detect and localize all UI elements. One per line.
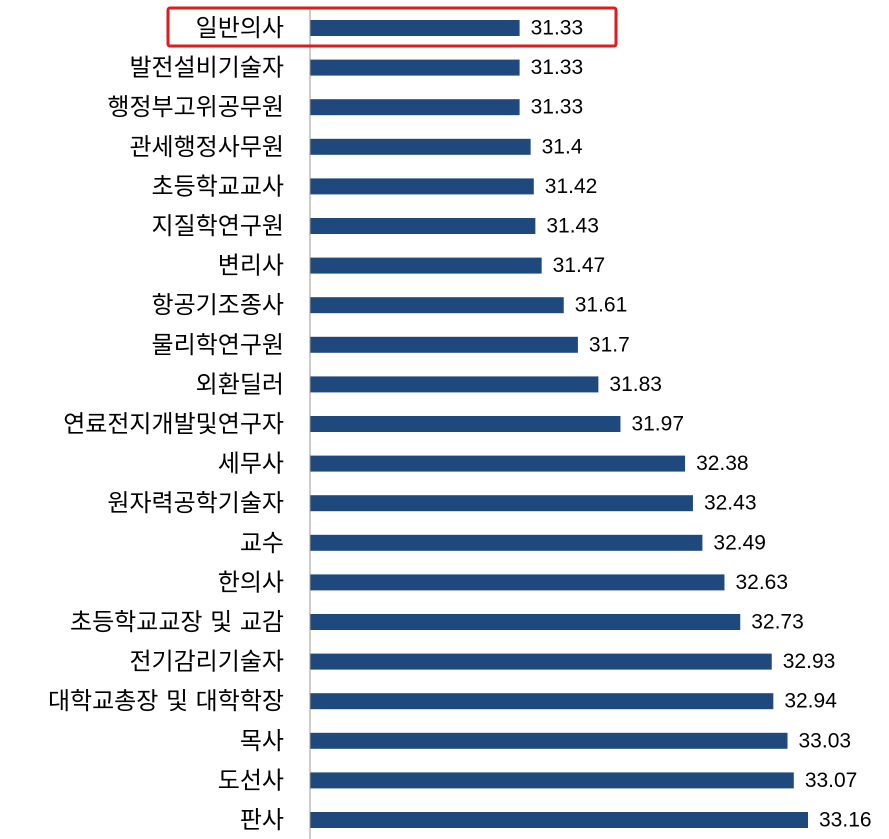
category-label: 변리사 [218,252,284,280]
bar [310,218,536,234]
value-label: 32.49 [713,531,766,554]
bars-group [310,20,808,828]
value-label: 31.33 [531,96,584,119]
value-label: 31.61 [575,294,628,317]
category-label: 대학교총장 및 대학학장 [48,687,284,715]
bar [310,653,772,670]
bar [310,812,808,828]
bar [310,178,534,195]
category-label: 원자력공학기술자 [107,489,284,517]
value-label: 32.73 [751,611,804,634]
value-label: 32.94 [784,690,837,713]
category-label: 전기감리기술자 [129,648,284,676]
category-label: 행정부고위공무원 [107,93,284,121]
highlight-box [166,6,618,48]
value-label: 32.38 [696,452,749,475]
bar [310,732,788,749]
category-label: 지질학연구원 [152,212,284,240]
value-label: 31.33 [531,56,584,79]
value-label: 33.03 [799,729,852,752]
value-label: 31.83 [609,373,662,396]
value-label: 31.47 [553,254,606,277]
category-label: 판사 [240,806,284,834]
value-label: 32.43 [704,492,757,515]
value-label: 31.33 [531,17,584,40]
value-label: 33.16 [819,809,872,832]
category-label: 발전설비기술자 [129,54,284,82]
category-label: 일반의사 [196,14,284,42]
value-label: 32.63 [735,571,788,594]
bar [310,336,578,353]
bar [310,257,542,274]
category-label: 관세행정사무원 [129,133,284,161]
bar [310,455,686,472]
category-label: 한의사 [218,568,284,596]
category-label: 초등학교교사 [152,172,284,200]
bar [310,495,693,512]
bar [310,99,520,116]
value-label: 31.7 [589,333,630,356]
category-labels-group: 일반의사발전설비기술자행정부고위공무원관세행정사무원초등학교교사지질학연구원변리… [48,14,284,834]
value-labels-group: 31.33 31.33 31.33 31.4 31.42 31.43 31.47 31.61 3… [531,17,872,832]
bar [310,138,531,155]
bar [310,534,703,551]
category-label: 물리학연구원 [152,331,284,359]
value-label: 32.93 [783,650,836,673]
category-label: 외환딜러 [196,370,284,398]
bar [310,693,774,710]
category-label: 교수 [240,529,284,557]
bar [310,59,520,76]
bar [310,614,741,630]
bar [310,416,621,432]
value-label: 31.97 [631,413,684,436]
category-label: 세무사 [218,450,284,478]
bar [310,20,520,36]
category-label: 연료전지개발및연구자 [63,410,284,438]
value-label: 31.4 [542,135,583,158]
category-label: 항공기조종사 [152,291,284,319]
value-label: 31.42 [545,175,598,198]
bar [310,297,564,314]
value-label: 33.07 [805,769,858,792]
bar [310,772,794,789]
bar [310,376,599,393]
bar [310,574,725,591]
category-label: 초등학교교장 및 교감 [70,608,284,636]
category-label: 목사 [240,727,284,755]
value-label: 31.43 [546,215,599,238]
category-label: 도선사 [218,766,284,794]
